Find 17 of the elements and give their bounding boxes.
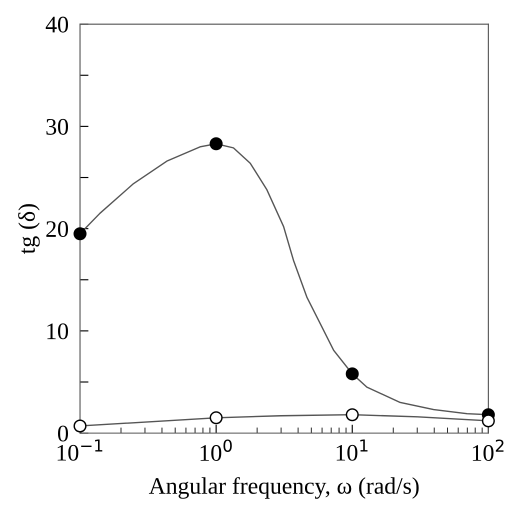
- point: [346, 408, 359, 422]
- point: [74, 227, 87, 240]
- point: [482, 414, 495, 428]
- x-axis-title: Angular frequency, ω (rad/s): [148, 477, 419, 499]
- point: [210, 137, 223, 150]
- point: [346, 367, 359, 380]
- y-tick-label: 20: [46, 221, 68, 238]
- point: [210, 411, 223, 424]
- y-tick-label: 0: [58, 426, 68, 442]
- x-tick-label: 10$^{1}$: [336, 439, 368, 461]
- x-tick-label: 10$^{0}$: [200, 439, 232, 461]
- y-tick-label: 30: [46, 118, 68, 135]
- y-tick-label: 10: [47, 323, 68, 340]
- point: [74, 419, 87, 432]
- y-axis-title: tg (δ): [18, 204, 40, 254]
- x-tick-label: 10$^{2}$: [472, 439, 504, 461]
- y-tick-label: 40: [46, 16, 68, 33]
